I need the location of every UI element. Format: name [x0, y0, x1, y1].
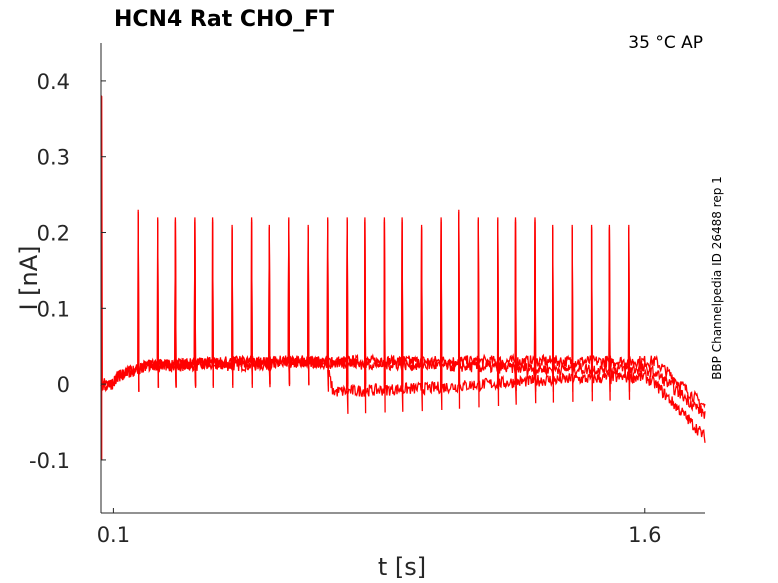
current-trace	[100, 211, 706, 443]
y-tick-label: 0	[57, 373, 70, 397]
y-tick-label: 0.1	[37, 297, 70, 321]
y-tick-label: 0.4	[37, 70, 70, 94]
x-tick-label: 1.6	[628, 523, 661, 547]
y-tick-label: 0.2	[37, 222, 70, 246]
current-trace	[100, 214, 706, 419]
condition-annotation: 35 °C AP	[628, 33, 703, 53]
x-tick-label: 0.1	[97, 523, 130, 547]
chart-title: HCN4 Rat CHO_FT	[114, 7, 334, 32]
trace-group	[100, 95, 706, 460]
y-axis-ticks: -0.1 0 0.1 0.2 0.3 0.4	[29, 70, 106, 473]
y-axis-label: I [nA]	[15, 245, 43, 310]
x-axis-ticks: 0.1 1.6	[97, 508, 661, 547]
y-tick-label: 0.3	[37, 146, 70, 170]
y-tick-label: -0.1	[29, 449, 70, 473]
x-axis-label: t [s]	[378, 553, 426, 581]
channelpedia-id-label: BBP Channelpedia ID 26488 rep 1	[710, 176, 724, 380]
